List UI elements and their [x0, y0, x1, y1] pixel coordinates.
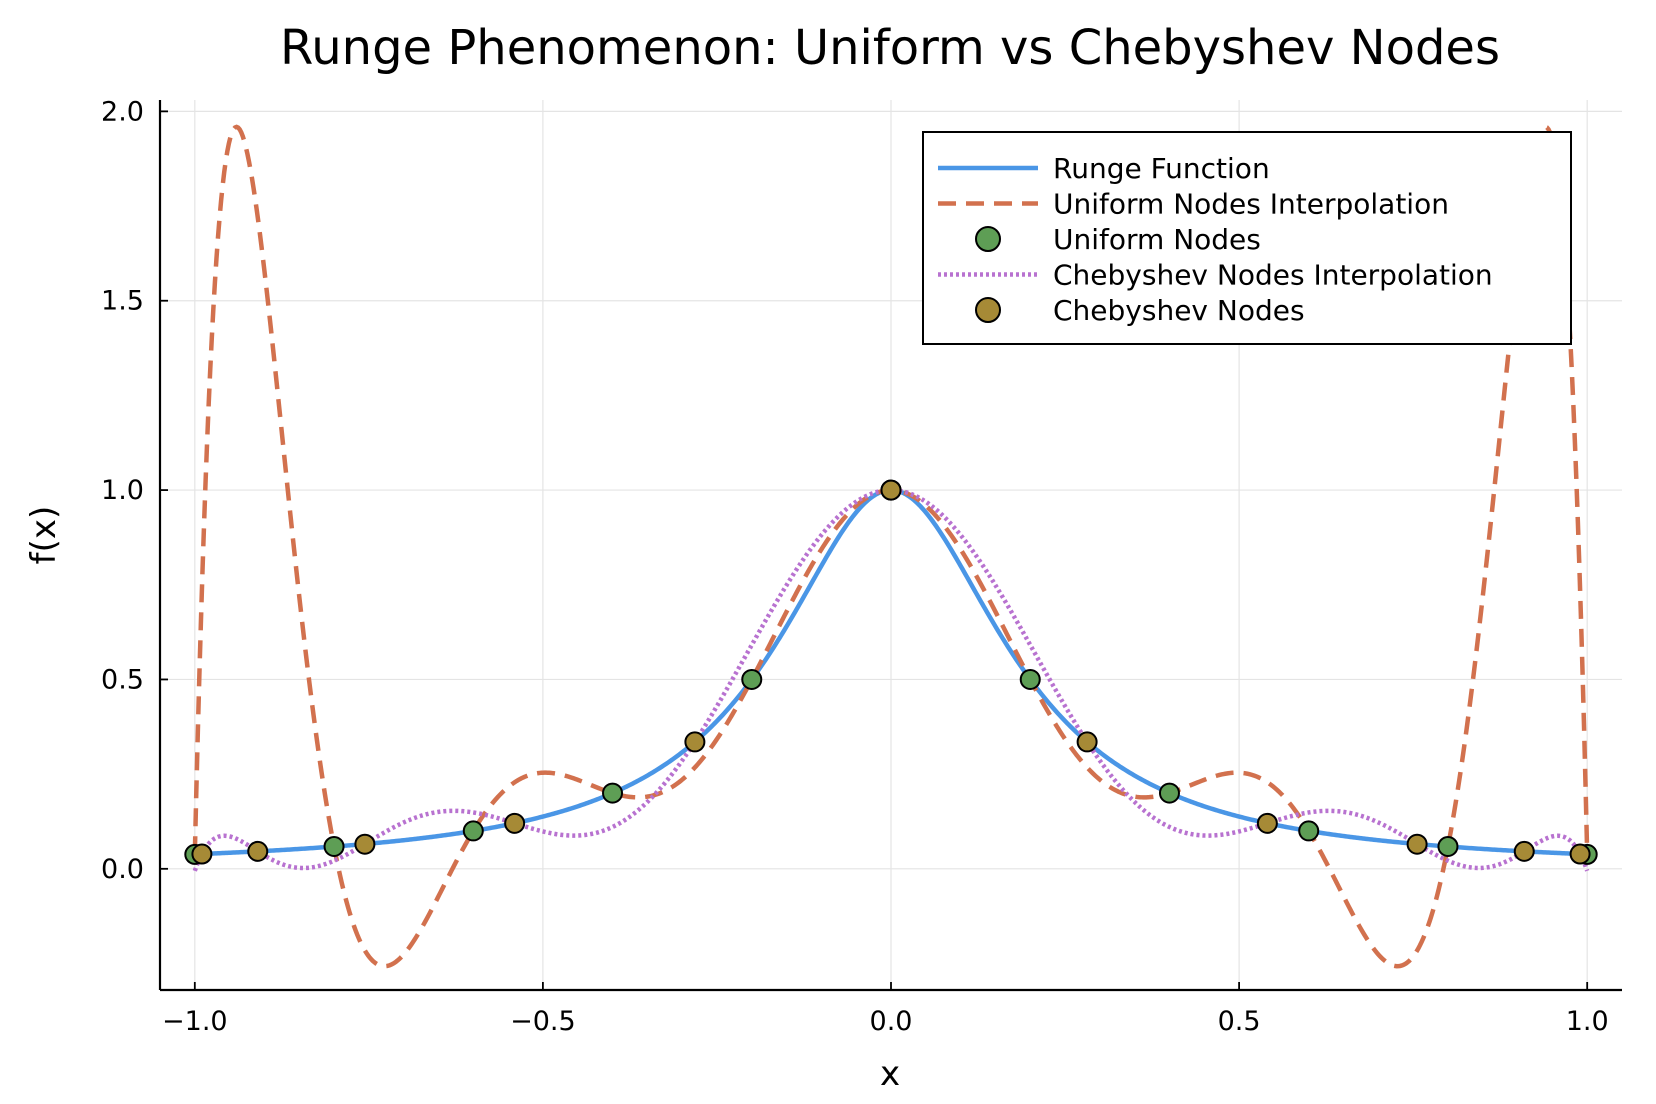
legend-label: Chebyshev Nodes: [1053, 294, 1305, 327]
axes: −1.0 −0.5 0.0 0.5 1.0 0.0 0.5 1.0 1.5 2.0: [101, 96, 1622, 1037]
y-axis-label: f(x): [24, 506, 64, 565]
uniform-node-point: [602, 782, 624, 804]
x-tick-label: −1.0: [162, 1006, 228, 1037]
legend-entry-chebyshev-nodes: Chebyshev Nodes: [975, 294, 1305, 327]
chebyshev-node-point: [504, 812, 526, 834]
legend-entry-chebyshev-interpolation: Chebyshev Nodes Interpolation: [938, 259, 1493, 292]
x-tick-label: −0.5: [510, 1006, 576, 1037]
uniform-node-point: [323, 835, 345, 857]
uniform-node-point: [1158, 782, 1180, 804]
x-tick-label: 1.0: [1566, 1006, 1609, 1037]
x-tick-label: 0.5: [1218, 1006, 1261, 1037]
y-tick-label: 0.0: [101, 854, 144, 885]
legend-label: Uniform Nodes: [1053, 223, 1261, 256]
chart-title: Runge Phenomenon: Uniform vs Chebyshev N…: [280, 20, 1500, 76]
y-tick-label: 0.5: [101, 664, 144, 695]
uniform-node-point: [741, 668, 763, 690]
chebyshev-node-point: [247, 840, 269, 862]
uniform-node-point: [1019, 668, 1041, 690]
legend-swatch-marker: [975, 297, 1001, 323]
x-tick-label: 0.0: [870, 1006, 913, 1037]
chebyshev-node-point: [1513, 840, 1535, 862]
plot-markers: [184, 479, 1598, 865]
legend-label: Runge Function: [1053, 152, 1270, 185]
legend-label: Uniform Nodes Interpolation: [1053, 188, 1449, 221]
legend-entry-uniform-nodes: Uniform Nodes: [975, 223, 1261, 256]
chebyshev-node-point: [1076, 731, 1098, 753]
uniform-node-point: [1437, 835, 1459, 857]
legend-entry-runge-function: Runge Function: [938, 152, 1270, 185]
chebyshev-node-point: [1256, 812, 1278, 834]
uniform-node-point: [462, 820, 484, 842]
legend-label: Chebyshev Nodes Interpolation: [1053, 259, 1493, 292]
chebyshev-node-point: [684, 731, 706, 753]
chebyshev-node-point: [880, 479, 902, 501]
chebyshev-node-point: [354, 833, 376, 855]
chebyshev-node-point: [1406, 833, 1428, 855]
y-tick-label: 2.0: [101, 96, 144, 127]
y-tick-label: 1.0: [101, 475, 144, 506]
chebyshev-node-point: [191, 843, 213, 865]
y-tick-label: 1.5: [101, 286, 144, 317]
legend-entry-uniform-interpolation: Uniform Nodes Interpolation: [938, 188, 1449, 221]
chebyshev-node-point: [1569, 843, 1591, 865]
uniform-node-point: [1298, 820, 1320, 842]
chebyshev-interpolation-line: [192, 487, 1590, 872]
legend-swatch-marker: [975, 226, 1001, 252]
x-axis-label: x: [880, 1054, 900, 1094]
